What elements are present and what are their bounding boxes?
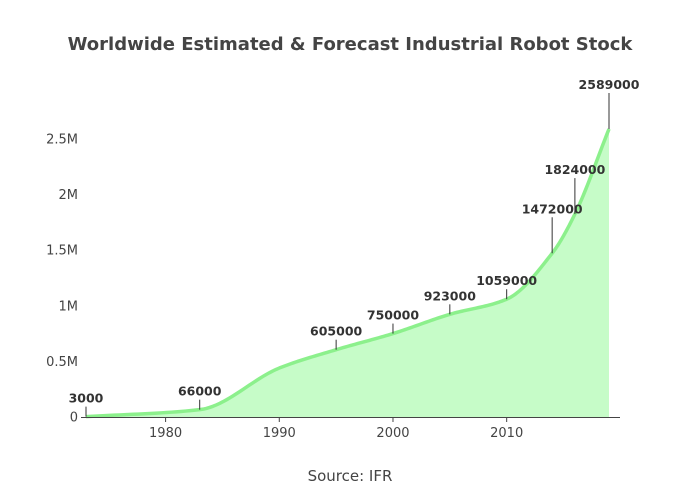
data-label: 2589000 xyxy=(579,77,640,92)
data-label: 605000 xyxy=(310,324,362,339)
plot-area: 1980 1990 2000 2010 0 0.5M 1M 1.5M 2M 2.5M 3000 660… xyxy=(46,77,640,441)
y-tick-label: 0 xyxy=(70,411,78,426)
y-tick-label: 1.5M xyxy=(46,244,78,259)
data-label: 923000 xyxy=(424,288,476,303)
source-label: Source: IFR xyxy=(308,467,393,485)
y-tick-label: 1M xyxy=(59,299,79,314)
data-label: 66000 xyxy=(178,384,222,399)
x-tick-label: 1980 xyxy=(149,426,182,441)
y-tick-label: 2.5M xyxy=(46,132,78,147)
x-tick-label: 2010 xyxy=(490,426,523,441)
series-line xyxy=(85,128,611,419)
data-label: 3000 xyxy=(69,391,104,406)
area-fill xyxy=(86,129,609,417)
y-tick-label: 2M xyxy=(59,188,79,203)
y-tick-label: 0.5M xyxy=(46,355,78,370)
chart-title: Worldwide Estimated & Forecast Industria… xyxy=(68,34,634,55)
data-label: 1824000 xyxy=(544,162,605,177)
data-label: 1059000 xyxy=(476,273,537,288)
x-tick-label: 1990 xyxy=(263,426,296,441)
x-tick-label: 2000 xyxy=(376,426,409,441)
data-label: 750000 xyxy=(367,308,419,323)
data-label: 1472000 xyxy=(522,201,583,216)
